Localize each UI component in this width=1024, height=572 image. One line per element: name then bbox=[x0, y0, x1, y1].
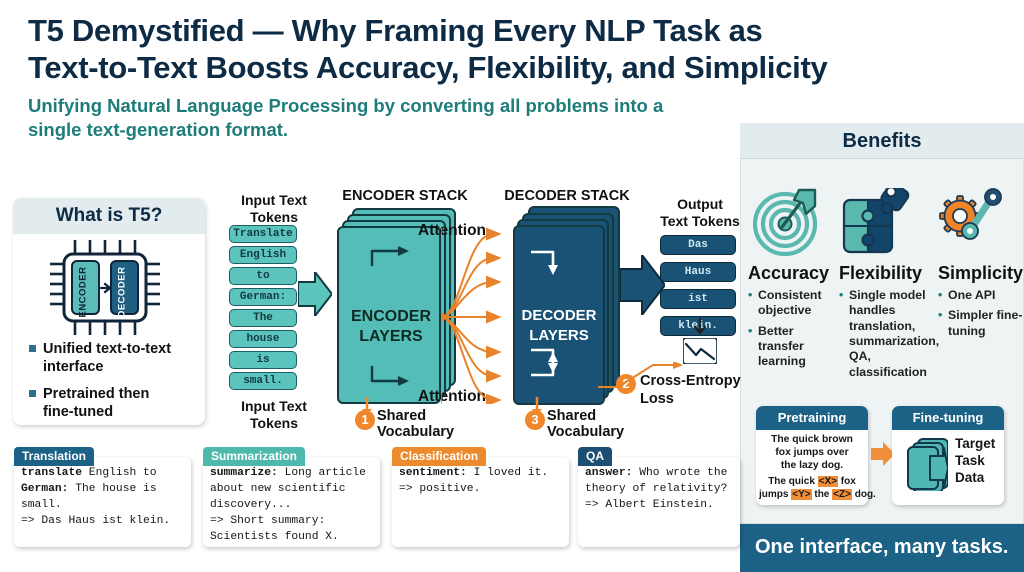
svg-text:DECODER: DECODER bbox=[521, 307, 596, 324]
svg-text:LAYERS: LAYERS bbox=[529, 327, 588, 344]
svg-text:ENCODER: ENCODER bbox=[78, 266, 89, 317]
svg-text:DECODER: DECODER bbox=[117, 266, 128, 317]
svg-text:ENCODER: ENCODER bbox=[351, 308, 431, 325]
svg-text:LAYERS: LAYERS bbox=[359, 328, 423, 345]
